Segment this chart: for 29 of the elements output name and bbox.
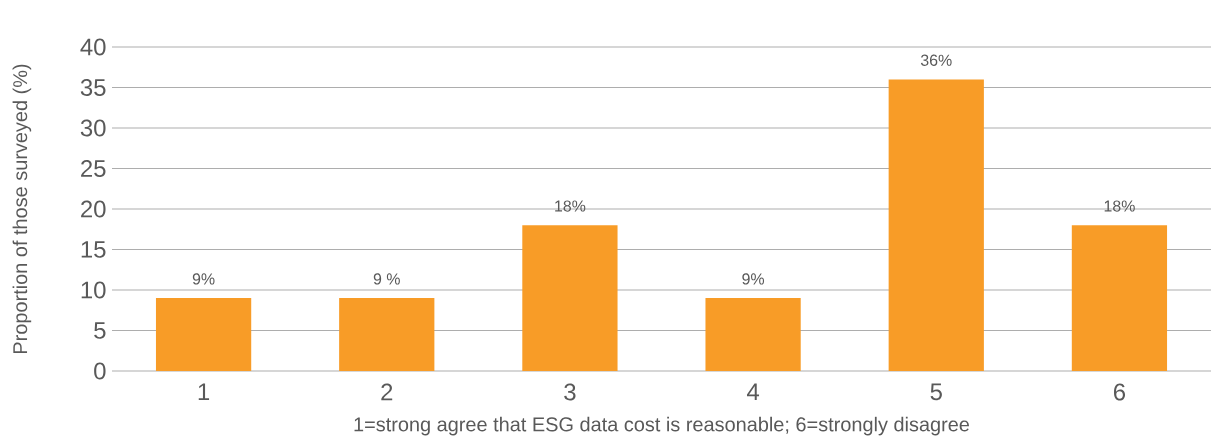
y-axis-title: Proportion of those surveyed (%) [12, 64, 32, 353]
x-axis-title: 1=strong agree that ESG data cost is reasonable; 6=strongly disagree [354, 416, 969, 436]
x-tick-label: 4 [746, 383, 760, 400]
data-label: 9% [742, 273, 765, 285]
bar [1071, 225, 1168, 372]
y-tick-label: 40 [80, 38, 106, 56]
data-label: 36% [920, 54, 952, 66]
y-tick-label: 5 [94, 322, 106, 339]
y-tick-label: 0 [94, 362, 106, 380]
data-label: 9 % [373, 273, 400, 285]
x-tick-label: 1 [198, 383, 210, 400]
data-label: 18% [1104, 200, 1135, 212]
data-label: 9% [192, 273, 215, 285]
x-tick-label: 2 [381, 383, 393, 401]
bar [705, 298, 801, 372]
x-tick-label: 5 [930, 383, 942, 401]
bar [155, 298, 252, 372]
y-tick-label: 30 [80, 119, 106, 137]
y-tick-label: 20 [81, 200, 106, 218]
bar [339, 298, 435, 372]
y-tick-label: 35 [80, 79, 106, 96]
data-label: 18% [555, 200, 586, 212]
bar [522, 225, 618, 372]
y-tick-label: 25 [81, 160, 106, 177]
y-tick-label: 15 [81, 241, 106, 258]
x-tick-label: 3 [564, 383, 576, 401]
x-tick-label: 6 [1114, 383, 1126, 401]
y-tick-label: 10 [81, 281, 106, 299]
bar [888, 79, 984, 372]
